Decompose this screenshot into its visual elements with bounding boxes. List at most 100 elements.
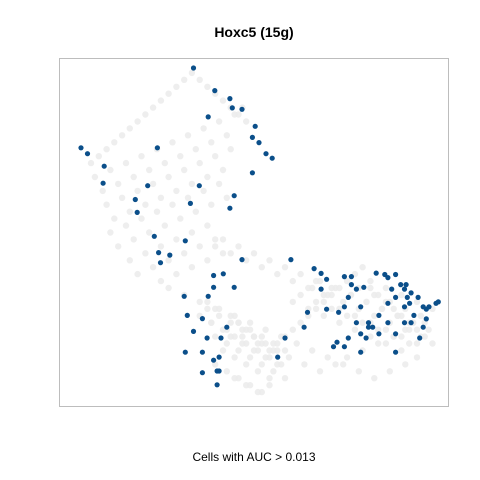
background-cell-point xyxy=(406,340,413,347)
highlighted-cell-point xyxy=(403,282,409,288)
background-cell-point xyxy=(363,298,370,306)
background-cell-point xyxy=(134,187,141,195)
highlighted-cell-point xyxy=(229,105,235,111)
background-cell-point xyxy=(130,173,137,181)
highlighted-cell-point xyxy=(181,293,187,299)
background-cell-point xyxy=(243,118,250,125)
background-cell-point xyxy=(184,194,192,201)
background-cell-point xyxy=(188,264,196,271)
background-cell-point xyxy=(200,125,207,132)
highlighted-cell-point xyxy=(214,382,220,388)
highlighted-cell-point xyxy=(304,309,311,315)
background-cell-point xyxy=(281,264,289,271)
background-cell-point xyxy=(262,354,269,361)
background-cell-point xyxy=(157,194,165,201)
background-cell-point xyxy=(336,319,343,326)
highlighted-cell-point xyxy=(145,183,151,189)
background-cell-point xyxy=(231,375,238,382)
highlighted-cell-point xyxy=(398,282,404,288)
background-cell-point xyxy=(107,166,114,174)
background-cell-point xyxy=(246,354,254,361)
background-cell-point xyxy=(91,173,99,181)
highlighted-cell-point xyxy=(365,324,372,330)
background-cell-point xyxy=(289,277,296,285)
background-cell-point xyxy=(215,180,223,188)
highlighted-cell-point xyxy=(220,271,226,277)
background-cell-point xyxy=(235,319,242,326)
highlighted-cell-point xyxy=(435,299,441,305)
highlighted-cell-point xyxy=(361,284,367,290)
highlighted-cell-point xyxy=(426,304,432,310)
background-cell-point xyxy=(223,194,230,201)
highlighted-cell-point xyxy=(211,284,217,290)
highlighted-cell-point xyxy=(385,300,391,306)
highlighted-cell-point xyxy=(401,304,408,310)
background-cell-point xyxy=(204,298,211,306)
highlighted-cell-point xyxy=(365,320,372,326)
highlighted-cell-point xyxy=(252,123,258,129)
highlighted-cell-point xyxy=(101,163,107,169)
background-cell-point xyxy=(130,236,137,243)
highlighted-cell-point xyxy=(345,294,351,300)
highlighted-cell-point xyxy=(154,145,160,151)
background-cell-point xyxy=(386,368,393,375)
highlighted-cell-point xyxy=(401,286,408,292)
highlighted-cell-point xyxy=(216,354,222,360)
highlighted-cell-point xyxy=(393,271,399,278)
background-cell-point xyxy=(177,153,184,160)
background-cell-point xyxy=(169,139,176,146)
background-cell-point xyxy=(258,361,265,368)
background-cell-point xyxy=(87,159,95,167)
background-cell-point xyxy=(231,312,238,319)
background-cell-point xyxy=(215,312,223,319)
background-cell-point xyxy=(355,368,362,375)
highlighted-cell-point xyxy=(324,306,330,312)
background-cell-point xyxy=(138,153,145,160)
highlighted-cell-point xyxy=(84,151,91,157)
background-cell-point xyxy=(312,298,320,306)
background-cell-point xyxy=(223,132,230,139)
background-cell-point xyxy=(258,333,265,340)
highlighted-cell-point xyxy=(211,272,217,279)
background-cell-point xyxy=(181,250,188,257)
background-cell-point xyxy=(103,201,110,208)
highlighted-cell-point xyxy=(182,238,188,244)
highlighted-cell-point xyxy=(211,357,217,363)
background-cell-point xyxy=(312,277,320,285)
background-cell-point xyxy=(289,326,296,333)
background-cell-point xyxy=(429,340,436,347)
background-cell-point xyxy=(142,250,149,257)
highlighted-cell-point xyxy=(156,250,162,256)
highlighted-cell-point xyxy=(227,96,233,102)
highlighted-cell-point xyxy=(376,331,382,337)
highlighted-cell-point xyxy=(393,294,399,300)
background-cell-point xyxy=(378,305,386,312)
background-cell-point xyxy=(246,326,254,333)
background-cell-point xyxy=(115,180,122,188)
background-cell-point xyxy=(219,347,227,354)
highlighted-cell-point xyxy=(358,304,364,310)
background-cell-point xyxy=(390,305,397,312)
background-cell-point xyxy=(398,347,405,354)
background-cell-point xyxy=(219,250,227,257)
background-cell-point xyxy=(99,187,106,195)
background-cell-point xyxy=(258,264,265,271)
background-cell-point xyxy=(250,347,258,354)
background-cell-point xyxy=(266,375,273,382)
background-cell-point xyxy=(219,97,227,104)
background-cell-point xyxy=(227,333,234,340)
background-cell-point xyxy=(243,257,250,264)
highlighted-cell-point xyxy=(199,370,205,376)
highlighted-cell-point xyxy=(385,320,391,326)
background-cell-point xyxy=(262,340,269,347)
highlighted-cell-point xyxy=(157,260,164,266)
highlighted-cell-point xyxy=(376,312,382,318)
highlighted-cell-point xyxy=(187,200,193,206)
background-cell-point xyxy=(413,340,421,347)
background-cell-point xyxy=(134,270,141,278)
background-cell-point xyxy=(196,298,203,306)
background-cell-point xyxy=(161,222,168,229)
highlighted-cell-point xyxy=(408,320,414,326)
background-cell-point xyxy=(196,243,203,250)
background-cell-point xyxy=(289,298,296,306)
